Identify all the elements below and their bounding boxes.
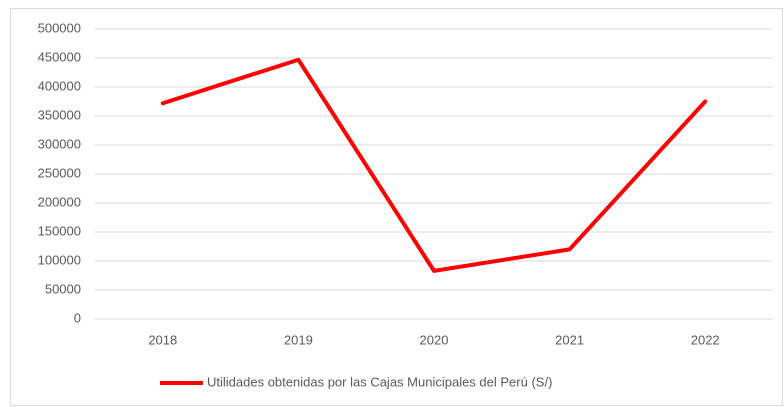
y-tick-label: 150000 xyxy=(38,223,81,238)
y-tick-label: 500000 xyxy=(38,20,81,35)
legend-label: Utilidades obtenidas por las Cajas Munic… xyxy=(207,374,552,389)
y-tick-label: 450000 xyxy=(38,49,81,64)
y-tick-label: 400000 xyxy=(38,78,81,93)
data-line xyxy=(160,57,708,273)
x-tick-label: 2018 xyxy=(148,332,177,347)
y-tick-label: 50000 xyxy=(45,281,81,296)
chart-border xyxy=(10,8,783,406)
y-tick-label: 0 xyxy=(74,310,81,325)
legend: Utilidades obtenidas por las Cajas Munic… xyxy=(160,374,552,389)
x-tick-label: 2019 xyxy=(284,332,313,347)
y-tick-label: 350000 xyxy=(38,107,81,122)
y-tick-label: 300000 xyxy=(38,136,81,151)
x-tick-label: 2022 xyxy=(691,332,720,347)
y-tick-label: 200000 xyxy=(38,194,81,209)
y-tick-label: 100000 xyxy=(38,252,81,267)
x-tick-label: 2020 xyxy=(420,332,449,347)
y-tick-label: 250000 xyxy=(38,165,81,180)
x-tick-label: 2021 xyxy=(555,332,584,347)
